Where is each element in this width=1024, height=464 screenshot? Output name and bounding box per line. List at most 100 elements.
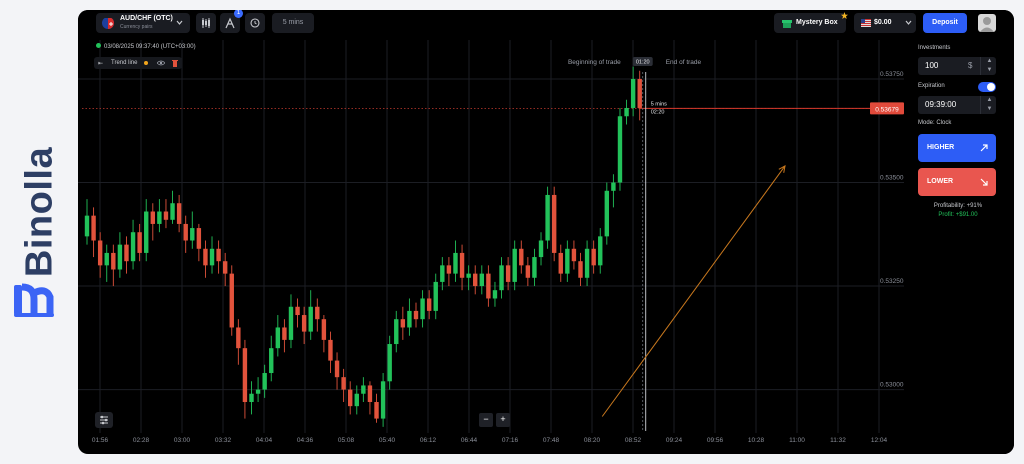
- brand-sidebar: Binolla: [0, 0, 78, 464]
- candle-body: [584, 248, 590, 278]
- investment-value: 100: [925, 61, 939, 70]
- increase-icon[interactable]: ▲: [986, 97, 993, 103]
- candle-body: [459, 252, 465, 278]
- lower-button[interactable]: LOWER: [918, 168, 996, 196]
- candle-body: [571, 248, 577, 262]
- investment-input[interactable]: 100 $ ▲ ▼: [918, 57, 996, 75]
- asset-category: Currency pairs: [120, 24, 153, 30]
- x-tick-label: 11:32: [830, 437, 846, 444]
- currency-symbol: $: [968, 61, 973, 70]
- x-tick-label: 06:12: [420, 437, 437, 444]
- candle-body: [604, 190, 610, 237]
- expiration-toggle[interactable]: [978, 82, 996, 92]
- candle-body: [367, 385, 373, 403]
- candle-body: [91, 215, 96, 241]
- y-tick-label: 0.53250: [880, 278, 904, 285]
- avatar[interactable]: [978, 14, 996, 32]
- zoom-out-button[interactable]: −: [479, 413, 493, 427]
- higher-button[interactable]: HIGHER: [918, 134, 996, 162]
- beginning-of-trade-label: Beginning of trade: [568, 59, 621, 66]
- live-dot-icon: [96, 43, 101, 48]
- star-icon: [841, 12, 848, 19]
- candle-body: [183, 223, 188, 241]
- y-tick-label: 0.53000: [880, 382, 904, 389]
- refresh-timer-icon: [250, 18, 260, 28]
- mystery-box-button[interactable]: Mystery Box: [774, 12, 848, 33]
- us-flag-icon: [861, 19, 871, 27]
- chart-datetime: 03/08/2025 09:37:40 (UTC+03:00): [96, 43, 196, 50]
- datetime-text: 03/08/2025 09:37:40 (UTC+03:00): [104, 44, 196, 50]
- candle-body: [203, 248, 208, 266]
- candle-body: [84, 215, 90, 237]
- candle-body: [538, 240, 544, 258]
- candle-body: [295, 306, 300, 316]
- trend-color-dot[interactable]: [144, 61, 148, 65]
- candle-body: [420, 298, 425, 320]
- candle-body: [328, 339, 333, 361]
- x-tick-label: 04:36: [297, 437, 314, 444]
- lower-label: LOWER: [927, 178, 954, 185]
- investment-stepper[interactable]: ▲ ▼: [980, 57, 998, 75]
- candle-body: [334, 360, 340, 378]
- collapse-arrow-icon[interactable]: ⇤: [98, 61, 104, 67]
- x-tick-label: 02:28: [133, 437, 150, 444]
- chevron-down-icon: [176, 20, 183, 25]
- candle-body: [111, 252, 116, 270]
- candle-type-button[interactable]: [196, 13, 216, 33]
- mode-label: Mode: Clock: [918, 120, 952, 126]
- x-tick-label: 12:04: [871, 437, 888, 444]
- candle-body: [308, 306, 313, 332]
- trash-icon[interactable]: [172, 59, 178, 67]
- candle-body: [492, 290, 498, 299]
- candle-body: [440, 265, 445, 282]
- trend-line-chip[interactable]: ⇤ Trend line: [94, 57, 182, 69]
- x-tick-label: 05:08: [338, 437, 355, 444]
- indicators-button[interactable]: 1: [220, 10, 243, 33]
- candle-body: [190, 228, 195, 241]
- candle-body: [249, 393, 254, 403]
- candle-body: [551, 194, 557, 253]
- candle-body: [124, 244, 129, 262]
- x-tick-label: 05:40: [379, 437, 396, 444]
- candle-body: [486, 273, 491, 299]
- expiration-stepper[interactable]: ▲ ▼: [980, 96, 998, 114]
- x-tick-label: 03:00: [174, 437, 191, 444]
- candle-body: [262, 373, 267, 390]
- candle-body: [499, 265, 504, 291]
- account-balance[interactable]: $0.00: [854, 13, 916, 33]
- x-tick-label: 04:04: [256, 437, 273, 444]
- candle-body: [433, 281, 438, 311]
- current-price-label: 0.53679: [875, 106, 899, 113]
- timeframe-icon-button[interactable]: [245, 13, 265, 33]
- x-tick-label: 01:56: [92, 437, 109, 444]
- deposit-button[interactable]: Deposit: [923, 13, 967, 33]
- price-chart[interactable]: 01:56 02:28 03:00 03:32 04:04 04:36 05:08 05:40…: [78, 36, 908, 454]
- candle-body: [348, 389, 353, 407]
- candle-body: [275, 327, 281, 349]
- candle-body: [624, 107, 629, 117]
- binolla-logo-icon: [14, 283, 54, 317]
- timeframe-selector[interactable]: 5 mins: [272, 13, 314, 33]
- currency-flag-icon: [102, 17, 114, 29]
- increase-icon[interactable]: ▲: [986, 58, 993, 64]
- higher-label: HIGHER: [927, 144, 955, 151]
- candle-body: [341, 377, 346, 390]
- asset-selector[interactable]: AUD/CHF (OTC) Currency pairs: [96, 13, 190, 33]
- candle-body: [479, 273, 484, 287]
- expiration-input[interactable]: 09:39:00 ▲ ▼: [918, 96, 996, 114]
- expiration-value: 09:39:00: [925, 100, 957, 109]
- candle-body: [354, 393, 359, 407]
- x-tick-label: 09:56: [707, 437, 724, 444]
- candle-body: [637, 78, 642, 108]
- asset-name: AUD/CHF (OTC): [120, 15, 173, 22]
- candle-body: [394, 319, 399, 345]
- decrease-icon[interactable]: ▼: [986, 106, 993, 112]
- decrease-icon[interactable]: ▼: [986, 67, 993, 73]
- candle-body: [505, 265, 511, 282]
- zoom-in-button[interactable]: +: [496, 413, 510, 427]
- candle-body: [400, 319, 406, 328]
- trading-app: AUD/CHF (OTC) Currency pairs 1 5 mins My…: [78, 10, 1014, 454]
- trend-line: [601, 165, 786, 417]
- chart-settings-button[interactable]: [95, 412, 113, 428]
- eye-icon[interactable]: [157, 60, 165, 66]
